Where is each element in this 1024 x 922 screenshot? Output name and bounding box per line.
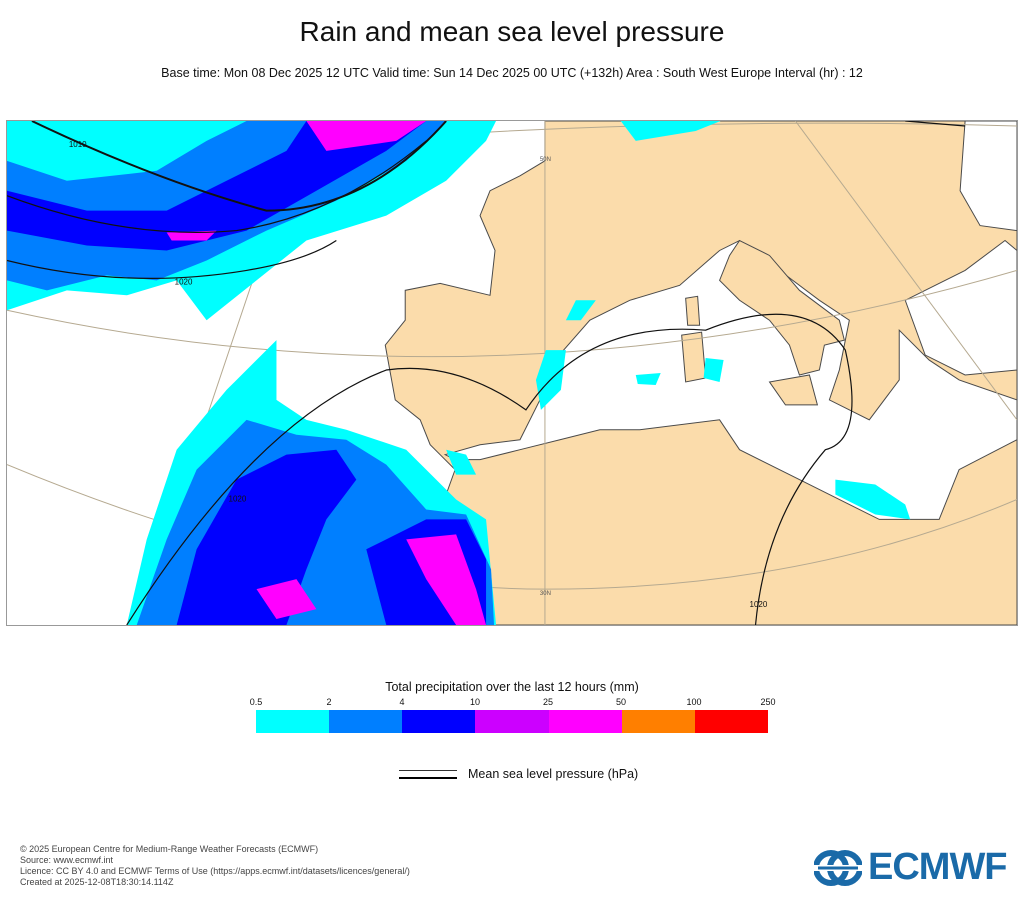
created-text: Created at 2025-12-08T18:30:14.114Z	[20, 877, 174, 887]
aegean-sea	[904, 239, 1017, 376]
legend-tick: 100	[686, 697, 702, 707]
chart-title: Rain and mean sea level pressure	[299, 16, 725, 47]
italy	[719, 239, 845, 376]
isobar-label: 1020	[175, 277, 193, 286]
licence-text: Licence: CC BY 4.0 and ECMWF Terms of Us…	[20, 866, 410, 876]
corsica	[685, 295, 701, 326]
mediterranean-sea	[443, 239, 1017, 520]
isobar-label: 1020	[229, 494, 247, 503]
colorbar-swatch	[329, 710, 403, 733]
msl-line-key	[399, 768, 457, 780]
colorbar-swatch	[402, 710, 476, 733]
legend-tick: 25	[542, 697, 554, 707]
northern-sea	[959, 121, 1017, 232]
source-text: Source: www.ecmwf.int	[20, 855, 114, 865]
ecmwf-logo-text: ECMWF	[868, 846, 1008, 888]
msl-legend-label: Mean sea level pressure (hPa)	[468, 767, 639, 781]
legend-tick: 4	[399, 697, 405, 707]
legend-tick: 2	[326, 697, 332, 707]
footer: © 2025 European Centre for Medium-Range …	[20, 844, 410, 888]
graticule-label: 50N	[540, 157, 551, 163]
precipitation-colorbar	[256, 710, 768, 733]
copyright-text: © 2025 European Centre for Medium-Range …	[20, 844, 319, 854]
chart-subtitle: Base time: Mon 08 Dec 2025 12 UTC Valid …	[161, 66, 863, 80]
isobars	[7, 121, 966, 625]
colorbar-swatch	[621, 710, 695, 733]
precipitation-field	[7, 121, 911, 625]
isobar-label: 1020	[750, 600, 768, 609]
ecmwf-logo: ECMWF	[814, 846, 1008, 889]
colorbar-swatch	[694, 710, 768, 733]
ecmwf-logo-icon	[814, 849, 862, 886]
colorbar-swatch	[548, 710, 622, 733]
legend-tick: 10	[469, 697, 481, 707]
colorbar-swatch	[256, 710, 330, 733]
legend-title: Total precipitation over the last 12 hou…	[385, 680, 639, 694]
sicily	[768, 374, 819, 406]
legend-tick: 50	[615, 697, 627, 707]
weather-map: 50N 30N 1010 1020 1020 1020	[6, 120, 1018, 626]
colorbar-swatch	[475, 710, 549, 733]
isobar-label: 1010	[69, 140, 87, 149]
legend-tick: 250	[760, 697, 776, 707]
legend-tick: 0.5	[249, 697, 263, 707]
graticule-label: 30N	[540, 591, 551, 597]
